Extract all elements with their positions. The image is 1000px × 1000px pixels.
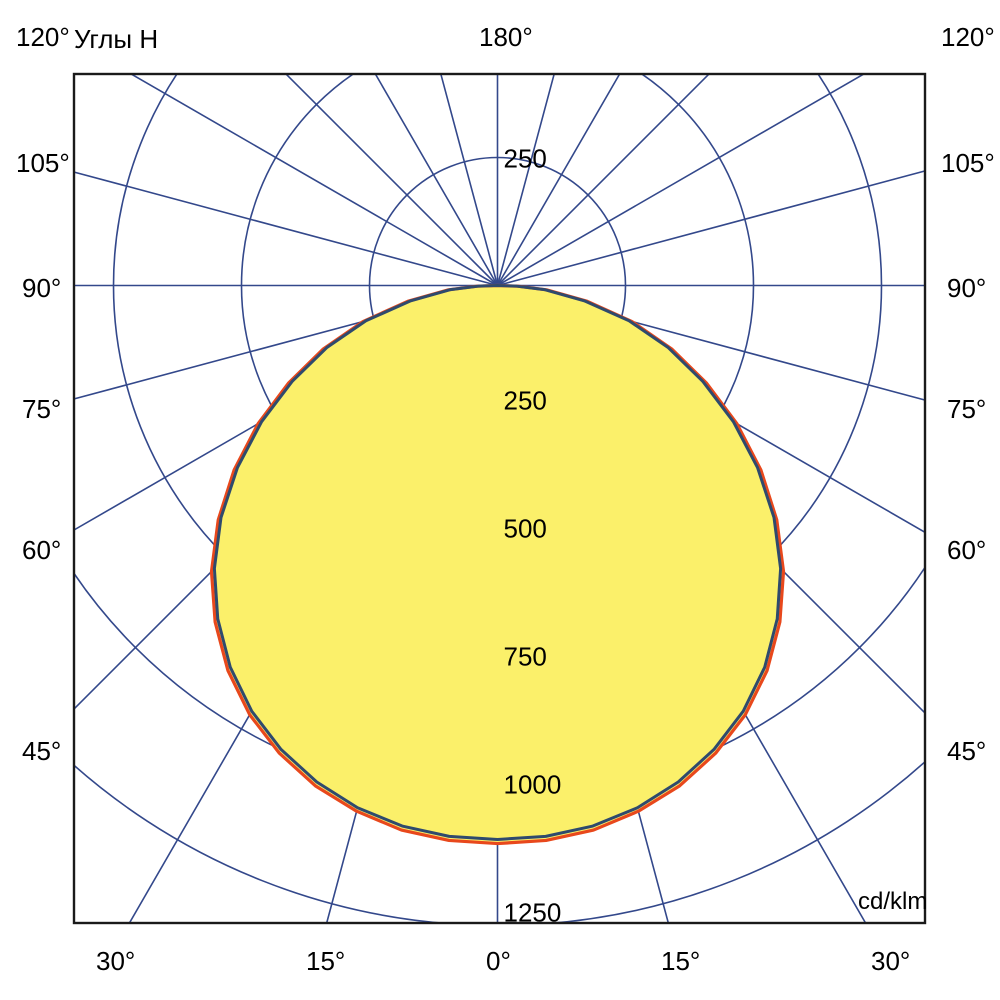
curve-C0-180 — [209, 283, 786, 846]
spoke-150 — [496, 74, 621, 286]
ring-label-750: 750 — [504, 642, 547, 672]
spoke-195 — [440, 74, 499, 286]
axis-label-right-90: 90° — [947, 273, 987, 303]
spoke-135 — [496, 74, 711, 287]
ring-label-1000: 1000 — [504, 770, 562, 800]
axis-label-bottom-0: 0° — [486, 946, 511, 976]
axis-label-left-60: 60° — [22, 535, 62, 565]
curve-C90-270 — [212, 284, 783, 841]
axis-label-top: 180° — [479, 22, 533, 52]
spoke-75 — [497, 284, 925, 401]
spoke-165 — [496, 74, 555, 286]
axis-label-left-120: 120° — [16, 22, 70, 52]
axis-label-bottom-15-right: 15° — [661, 946, 701, 976]
axis-label-left-90: 90° — [22, 273, 62, 303]
plot-frame — [72, 72, 927, 925]
axis-label-bottom-30-left: 30° — [96, 946, 136, 976]
ring-value-labels: 250 250 500 750 1000 1250 — [504, 144, 562, 928]
axis-label-left-105: 105° — [16, 148, 70, 178]
axis-label-left-45: 45° — [22, 736, 62, 766]
intensity-fill — [211, 285, 784, 844]
axis-label-right-75: 75° — [947, 394, 987, 424]
spoke-285 — [74, 284, 498, 400]
chart-title: Углы H — [74, 24, 159, 54]
axis-label-right-45: 45° — [947, 736, 987, 766]
axis-label-right-120: 120° — [941, 22, 995, 52]
ring-label-250: 250 — [504, 386, 547, 416]
axis-label-right-105: 105° — [941, 148, 995, 178]
units-label: cd/klm — [858, 888, 928, 915]
intensity-curves — [209, 283, 786, 846]
axis-label-right-60: 60° — [947, 535, 987, 565]
spoke-210 — [374, 74, 499, 286]
spoke-240 — [129, 74, 498, 287]
ring-label-1250: 1250 — [504, 898, 562, 928]
spoke-255 — [74, 171, 498, 287]
spoke-225 — [284, 74, 499, 287]
ring-label-250: 250 — [504, 144, 547, 174]
spoke-105 — [497, 170, 925, 287]
axis-label-bottom-15-left: 15° — [306, 946, 346, 976]
axis-label-bottom-30-right: 30° — [871, 946, 911, 976]
ring-label-500: 500 — [504, 514, 547, 544]
axis-label-left-75: 75° — [22, 394, 62, 424]
spoke-120 — [497, 74, 866, 287]
